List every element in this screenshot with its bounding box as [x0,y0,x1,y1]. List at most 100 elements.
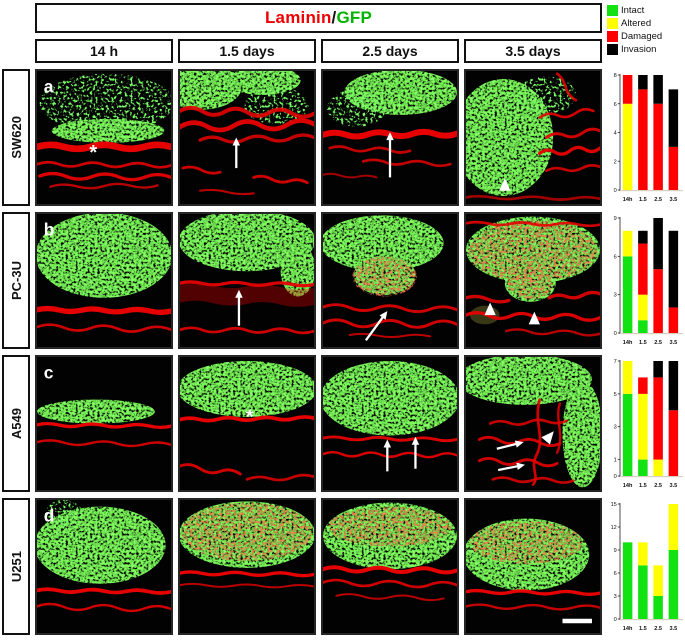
bar-segment-invasion [653,218,663,270]
x-tick-label: 14h [623,626,633,632]
asterisk-annotation: * [89,142,97,164]
y-tick-label: 3 [614,293,617,299]
bar-segment-intact [638,459,648,476]
bar-segment-invasion [638,75,648,90]
bar-segment-altered [638,542,648,566]
bar-segment-invasion [638,230,648,244]
legend: Intact Altered Damaged Invasion [607,3,684,63]
y-tick-label: 0 [614,331,617,337]
panel-letter: d [44,505,55,525]
x-tick-label: 2.5 [654,626,662,632]
stain-title-gfp: GFP [336,8,373,27]
arrow-annotation [379,311,388,320]
micrograph-a549-1-5-days: * [178,355,316,492]
y-tick-label: 0 [614,474,617,480]
y-tick-label: 15 [611,502,617,508]
bar-chart-pc3u: 0 3 6 9 14h 1.5 2.5 3.5 [614,216,683,346]
y-tick-label: 2 [614,159,617,165]
arrow-annotation [411,436,420,445]
stain-title-box: Laminin / GFP [35,3,602,33]
bar-segment-intact [622,542,633,619]
intact-swatch [607,5,618,16]
stain-title-slash: / [331,8,337,27]
bar-segment-damaged [653,103,663,190]
x-tick-label: 1.5 [639,197,647,203]
altered-swatch [607,18,618,29]
legend-item-altered: Altered [607,18,684,29]
y-tick-label: 7 [614,359,617,365]
bar-segment-damaged [653,377,663,460]
bar-segment-altered [653,565,663,596]
micrograph-a549-2-5-days [321,355,459,492]
x-tick-label: 3.5 [669,483,677,489]
row-label-pc3u: PC-3U [2,212,30,349]
legend-item-intact: Intact [607,5,684,16]
bar-segment-damaged [638,377,648,394]
column-header-14h: 14 h [35,39,173,63]
column-header-2-5-days: 2.5 days [321,39,459,63]
micrograph-u251-2-5-days [321,498,459,635]
damaged-swatch [607,31,618,42]
bar-segment-intact [638,565,648,619]
x-tick-label: 2.5 [654,340,662,346]
y-tick-label: 6 [614,102,617,108]
bar-segment-intact [668,550,679,619]
micrograph-sw620-3-5-days [464,69,602,206]
bar-segment-damaged [668,307,679,333]
micrograph-pc3u-2-5-days [321,212,459,349]
x-tick-label: 14h [623,197,633,203]
arrow-annotation [383,439,392,448]
bar-chart-sw620: 0 2 4 6 8 14h 1.5 2.5 3.5 [614,73,683,203]
bar-segment-invasion [653,75,663,104]
row-label-sw620: SW620 [2,69,30,206]
legend-label: Intact [621,5,645,16]
bar-segment-altered [653,459,663,476]
legend-label: Damaged [621,31,663,42]
bar-segment-altered [638,393,648,460]
asterisk-annotation: * [246,407,254,429]
arrowhead-annotation [541,431,554,445]
micrograph-sw620-1-5-days [178,69,316,206]
y-tick-label: 12 [611,525,617,531]
y-tick-label: 6 [614,571,617,577]
arrow-annotation [386,132,394,141]
legend-item-damaged: Damaged [607,31,684,42]
arrow-annotation [232,137,241,146]
column-header-1-5-days: 1.5 days [178,39,316,63]
column-header-3-5-days: 3.5 days [464,39,602,63]
arrow-annotation [514,440,524,448]
micrograph-u251-14h: d [35,498,173,635]
stain-title-laminin: Laminin [264,8,332,27]
invasion-swatch [607,44,618,55]
bar-chart-u251: 0 3 6 9 12 15 14h 1.5 2.5 3.5 [611,502,683,632]
legend-item-invasion: Invasion [607,44,684,55]
micrograph-pc3u-3-5-days [464,212,602,349]
x-tick-label: 1.5 [639,340,647,346]
x-tick-label: 1.5 [639,483,647,489]
micrograph-pc3u-1-5-days [178,212,316,349]
y-tick-label: 3 [614,594,617,600]
x-tick-label: 3.5 [669,197,677,203]
y-tick-label: 9 [614,216,617,222]
arrowhead-annotation [499,178,511,191]
arrow-annotation [235,289,243,298]
micrograph-sw620-14h: a * [35,69,173,206]
arrow-annotation [516,462,525,470]
y-tick-label: 0 [614,617,617,623]
y-tick-label: 4 [614,131,617,137]
bar-segment-invasion [668,89,679,147]
bar-segment-invasion [653,361,663,378]
arrowhead-annotation [484,302,496,316]
row-label-u251: U251 [2,498,30,635]
arrowhead-annotation [528,311,540,325]
x-tick-label: 3.5 [669,626,677,632]
y-tick-label: 3 [614,425,617,431]
x-tick-label: 14h [623,483,633,489]
panel-letter: c [44,362,54,382]
y-tick-label: 8 [614,73,617,79]
bar-segment-altered [638,294,648,321]
micrograph-u251-3-5-days [464,498,602,635]
x-tick-label: 2.5 [654,197,662,203]
bar-segment-damaged [668,410,679,476]
